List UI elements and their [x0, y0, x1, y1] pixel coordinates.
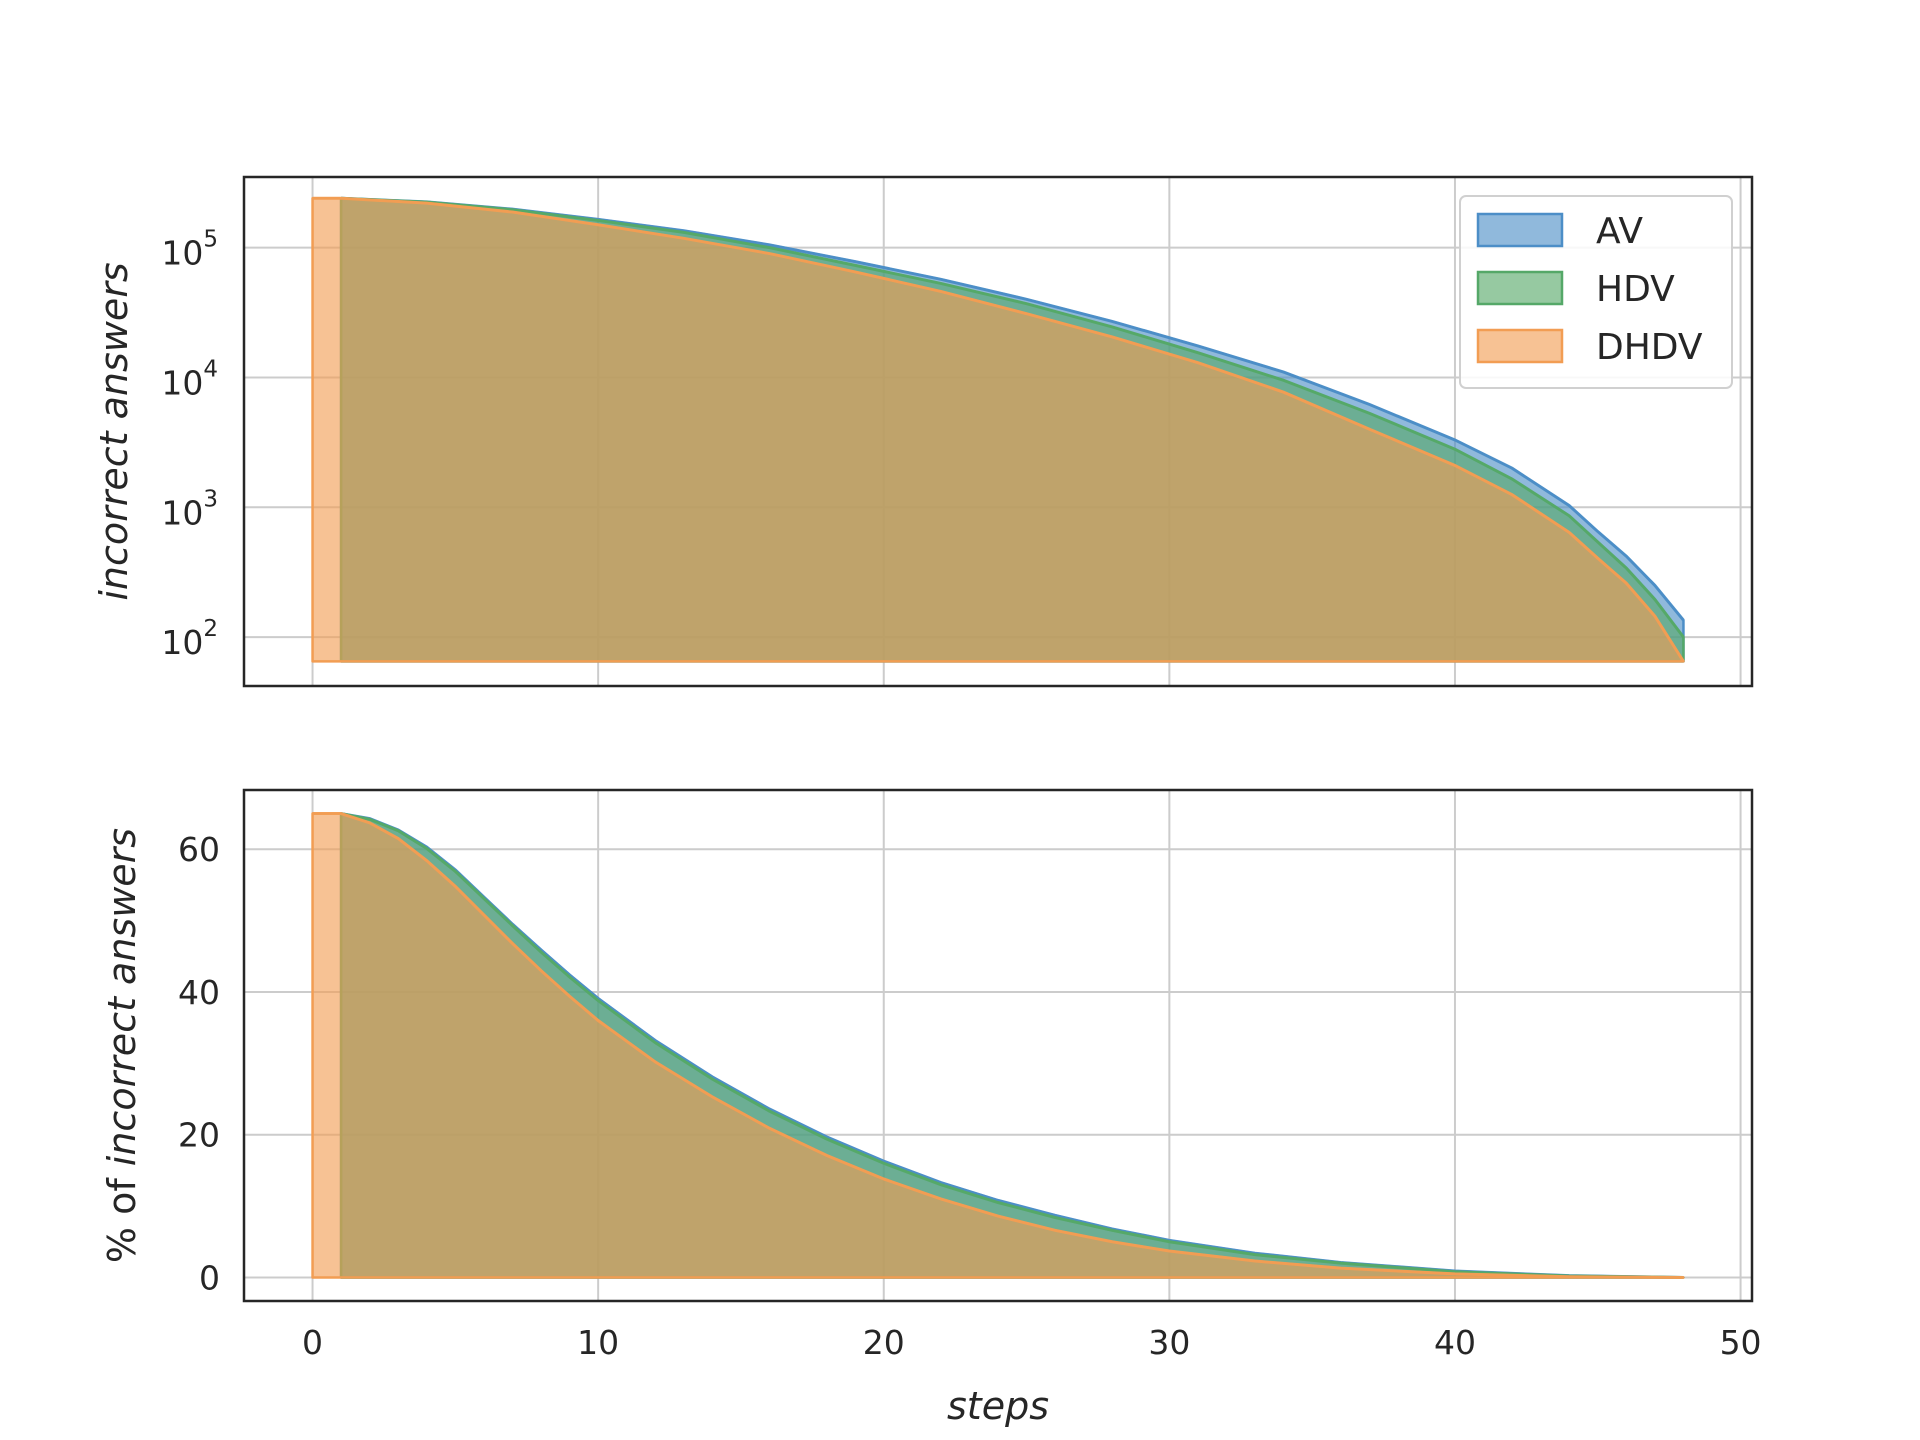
legend-swatch-av [1476, 212, 1564, 248]
series-group [311, 812, 1685, 1279]
legend-swatch-hdv [1476, 270, 1564, 306]
y-tick-label: 102 [161, 616, 218, 662]
x-tick-label: 40 [1434, 1323, 1476, 1362]
y-tick-label: 60 [178, 830, 220, 869]
plot-frame [242, 175, 1754, 688]
y-tick-label: 20 [178, 1116, 220, 1155]
series-line-dhdv [312, 196, 1685, 663]
x-tick-label: 20 [863, 1323, 905, 1362]
legend-label-dhdv: DHDV [1596, 327, 1703, 368]
x-tick-label: 10 [577, 1323, 619, 1362]
x-tick-label: 0 [302, 1323, 323, 1362]
x-tick-label: 30 [1148, 1323, 1190, 1362]
x-axis-label: steps [947, 1384, 1049, 1428]
series-line-dhdv [312, 812, 1684, 1279]
y-tick-label: 40 [178, 973, 220, 1012]
bottom-panel: 0 20 40 60 0 10 20 30 40 50 steps % of incorrect an… [100, 788, 1762, 1428]
y-axis-label: % of incorrect answers [100, 828, 144, 1263]
top-panel: 102 103 104 105 incorrect answers AV HDV DHDV [92, 175, 1754, 688]
y-tick-label: 105 [161, 227, 218, 273]
x-tick-label: 50 [1720, 1323, 1762, 1362]
legend: AV HDV DHDV [1459, 195, 1733, 389]
y-tick-label: 0 [199, 1258, 220, 1297]
legend-label-hdv: HDV [1596, 269, 1675, 310]
plot-frame [242, 788, 1754, 1303]
series-line-hdv [341, 196, 1685, 638]
legend-label-av: AV [1596, 211, 1643, 252]
y-tick-label: 104 [161, 356, 218, 402]
legend-swatch-dhdv [1476, 328, 1564, 364]
y-tick-label: 103 [161, 486, 218, 532]
y-axis-label: incorrect answers [92, 262, 136, 600]
series-line-hdv [340, 812, 1684, 1279]
series-group [311, 196, 1685, 663]
